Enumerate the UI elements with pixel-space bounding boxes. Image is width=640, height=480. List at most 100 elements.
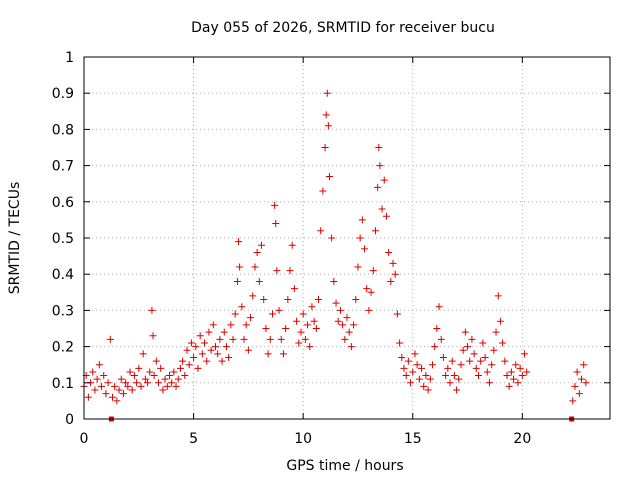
data-point <box>431 343 439 351</box>
data-point <box>293 317 301 325</box>
data-point <box>244 346 252 354</box>
data-point <box>407 379 415 387</box>
data-point <box>321 144 329 151</box>
data-point <box>485 379 493 387</box>
data-point <box>108 393 116 401</box>
y-axis-label: SRMTID / TECUs <box>7 182 23 295</box>
data-point <box>413 361 421 369</box>
data-point <box>84 393 92 401</box>
data-point <box>415 375 423 383</box>
data-point <box>216 335 224 343</box>
data-point <box>398 353 406 361</box>
data-point <box>459 346 467 354</box>
data-point <box>396 339 404 347</box>
y-tick-label: 0.3 <box>52 303 74 319</box>
data-point <box>400 364 408 372</box>
data-point <box>98 382 106 390</box>
data-point <box>503 372 511 380</box>
data-point <box>149 332 157 340</box>
data-point <box>181 372 189 380</box>
data-point <box>255 277 263 285</box>
data-point <box>258 241 266 249</box>
plot-frame <box>83 56 611 420</box>
data-point <box>113 397 121 405</box>
data-point <box>404 357 412 365</box>
data-point <box>95 361 103 369</box>
data-point <box>214 350 222 358</box>
data-point <box>411 350 419 358</box>
data-point <box>334 317 342 325</box>
data-point <box>472 364 480 372</box>
data-point <box>312 325 320 332</box>
data-point <box>238 303 246 311</box>
data-point <box>324 122 332 130</box>
data-point <box>483 368 491 376</box>
y-tick-label: 0.5 <box>52 231 74 247</box>
data-point <box>385 248 393 256</box>
data-point <box>172 382 180 390</box>
data-point <box>272 220 280 228</box>
data-point <box>466 357 474 365</box>
data-point <box>201 339 209 347</box>
data-point <box>203 357 211 365</box>
data-point <box>155 379 163 387</box>
data-point <box>352 296 360 304</box>
data-point <box>376 162 384 170</box>
data-point <box>341 335 349 343</box>
data-point <box>363 285 371 293</box>
data-point <box>196 332 204 340</box>
data-point <box>461 328 469 336</box>
data-point <box>139 350 147 358</box>
data-series-srmtid <box>80 89 590 405</box>
y-tick-label: 0.1 <box>52 376 74 392</box>
data-point <box>157 364 165 372</box>
data-point <box>176 364 184 372</box>
data-point <box>301 335 309 343</box>
y-tick-label: 0.9 <box>52 86 74 102</box>
data-point <box>420 382 428 390</box>
data-point <box>106 335 114 343</box>
data-point <box>251 263 259 271</box>
data-point <box>450 372 458 380</box>
data-point <box>361 245 369 253</box>
data-point <box>290 285 298 293</box>
data-point <box>582 379 590 387</box>
grid-lines <box>84 57 610 419</box>
data-point <box>580 361 588 369</box>
data-point <box>126 368 134 376</box>
data-point <box>391 270 399 278</box>
data-point <box>279 350 287 358</box>
data-point <box>336 306 344 314</box>
data-point <box>356 234 364 242</box>
data-point <box>93 375 101 383</box>
data-point <box>207 346 215 354</box>
data-point <box>446 379 454 387</box>
data-point <box>475 372 482 380</box>
chart-title: Day 055 of 2026, SRMTID for receiver buc… <box>191 20 495 36</box>
y-tick-label: 0.7 <box>52 159 74 175</box>
data-point <box>442 372 450 380</box>
data-point <box>512 361 520 369</box>
data-point <box>104 379 112 387</box>
data-point <box>310 317 318 325</box>
data-point <box>378 205 386 213</box>
data-point <box>194 364 202 372</box>
data-point <box>345 328 353 336</box>
data-point <box>231 310 239 318</box>
data-point <box>319 187 327 195</box>
data-point <box>481 353 489 361</box>
data-point <box>174 375 182 383</box>
data-point <box>499 339 507 347</box>
data-point <box>148 306 156 314</box>
data-point <box>468 335 476 343</box>
data-point <box>275 306 283 314</box>
data-point <box>322 111 330 119</box>
data-point <box>457 361 465 369</box>
data-point <box>168 379 176 387</box>
data-point <box>317 227 325 235</box>
data-point <box>514 379 522 387</box>
data-point <box>111 382 119 390</box>
data-point <box>185 361 193 369</box>
data-point <box>507 368 515 376</box>
data-point <box>304 321 312 329</box>
